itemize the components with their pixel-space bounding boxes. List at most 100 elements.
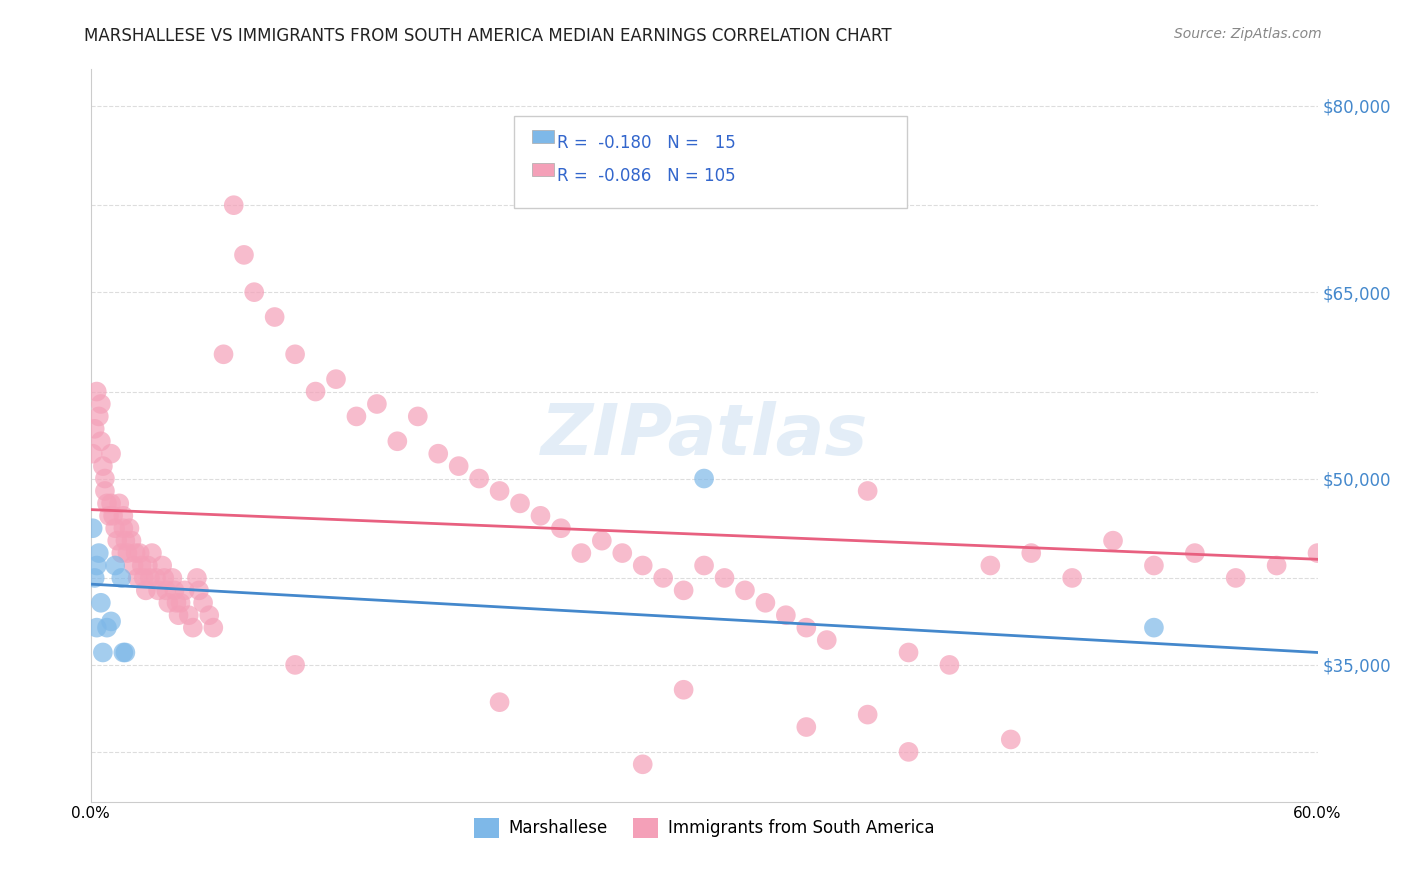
- Point: [110, 571, 132, 585]
- Point: [304, 384, 326, 399]
- Point: [1306, 546, 1329, 560]
- Point: [346, 409, 368, 424]
- Point: [114, 533, 136, 548]
- Point: [83, 571, 105, 585]
- Point: [141, 546, 163, 560]
- Point: [198, 608, 221, 623]
- FancyBboxPatch shape: [533, 163, 554, 177]
- Point: [104, 558, 127, 573]
- Point: [529, 508, 551, 523]
- Point: [153, 571, 176, 585]
- Point: [1062, 571, 1084, 585]
- Text: Source: ZipAtlas.com: Source: ZipAtlas.com: [1174, 27, 1322, 41]
- Point: [284, 347, 307, 361]
- Point: [135, 583, 157, 598]
- Point: [569, 546, 592, 560]
- Point: [1019, 546, 1042, 560]
- Point: [366, 397, 388, 411]
- Point: [114, 645, 136, 659]
- Point: [131, 558, 153, 573]
- Point: [167, 608, 190, 623]
- Point: [488, 695, 510, 709]
- Point: [856, 483, 879, 498]
- Point: [110, 546, 132, 560]
- Point: [104, 521, 127, 535]
- Point: [897, 645, 920, 659]
- Point: [550, 521, 572, 535]
- FancyBboxPatch shape: [533, 130, 554, 144]
- Point: [96, 496, 118, 510]
- Point: [897, 745, 920, 759]
- Point: [86, 558, 108, 573]
- Point: [488, 483, 510, 498]
- Point: [427, 447, 450, 461]
- Point: [713, 571, 735, 585]
- Point: [1102, 533, 1125, 548]
- Point: [94, 471, 117, 485]
- Point: [112, 645, 135, 659]
- Point: [188, 583, 211, 598]
- Point: [139, 571, 162, 585]
- Point: [591, 533, 613, 548]
- Point: [90, 596, 112, 610]
- Point: [117, 546, 139, 560]
- Point: [96, 621, 118, 635]
- Point: [186, 571, 208, 585]
- Point: [100, 496, 122, 510]
- Point: [177, 608, 200, 623]
- Point: [127, 571, 149, 585]
- Text: R =  -0.180   N =   15: R = -0.180 N = 15: [557, 135, 735, 153]
- Point: [1184, 546, 1206, 560]
- Point: [631, 558, 654, 573]
- Point: [1143, 558, 1166, 573]
- Point: [91, 459, 114, 474]
- Point: [122, 558, 145, 573]
- Point: [90, 434, 112, 449]
- Point: [672, 583, 695, 598]
- Point: [325, 372, 347, 386]
- Point: [212, 347, 235, 361]
- Point: [938, 657, 960, 672]
- Point: [1143, 621, 1166, 635]
- Point: [98, 508, 121, 523]
- Point: [112, 508, 135, 523]
- Point: [128, 546, 150, 560]
- Point: [815, 633, 838, 648]
- Point: [754, 596, 776, 610]
- Point: [136, 558, 159, 573]
- Point: [387, 434, 409, 449]
- Point: [82, 447, 104, 461]
- Point: [124, 546, 146, 560]
- Point: [86, 621, 108, 635]
- Point: [112, 521, 135, 535]
- Point: [1000, 732, 1022, 747]
- Point: [693, 471, 716, 485]
- Point: [100, 615, 122, 629]
- Point: [191, 596, 214, 610]
- Point: [87, 409, 110, 424]
- Point: [979, 558, 1001, 573]
- Point: [856, 707, 879, 722]
- Point: [150, 558, 173, 573]
- Point: [87, 546, 110, 560]
- Point: [734, 583, 756, 598]
- Point: [447, 459, 470, 474]
- Legend: Marshallese, Immigrants from South America: Marshallese, Immigrants from South Ameri…: [467, 811, 941, 845]
- FancyBboxPatch shape: [515, 116, 907, 208]
- Point: [631, 757, 654, 772]
- Point: [101, 508, 124, 523]
- Point: [163, 583, 186, 598]
- Point: [233, 248, 256, 262]
- Point: [672, 682, 695, 697]
- Point: [1265, 558, 1288, 573]
- Point: [146, 583, 169, 598]
- Point: [173, 583, 195, 598]
- Point: [468, 471, 491, 485]
- Point: [82, 521, 104, 535]
- Point: [118, 521, 141, 535]
- Text: MARSHALLESE VS IMMIGRANTS FROM SOUTH AMERICA MEDIAN EARNINGS CORRELATION CHART: MARSHALLESE VS IMMIGRANTS FROM SOUTH AME…: [84, 27, 891, 45]
- Text: R =  -0.086   N = 105: R = -0.086 N = 105: [557, 168, 735, 186]
- Point: [509, 496, 531, 510]
- Point: [202, 621, 225, 635]
- Point: [612, 546, 634, 560]
